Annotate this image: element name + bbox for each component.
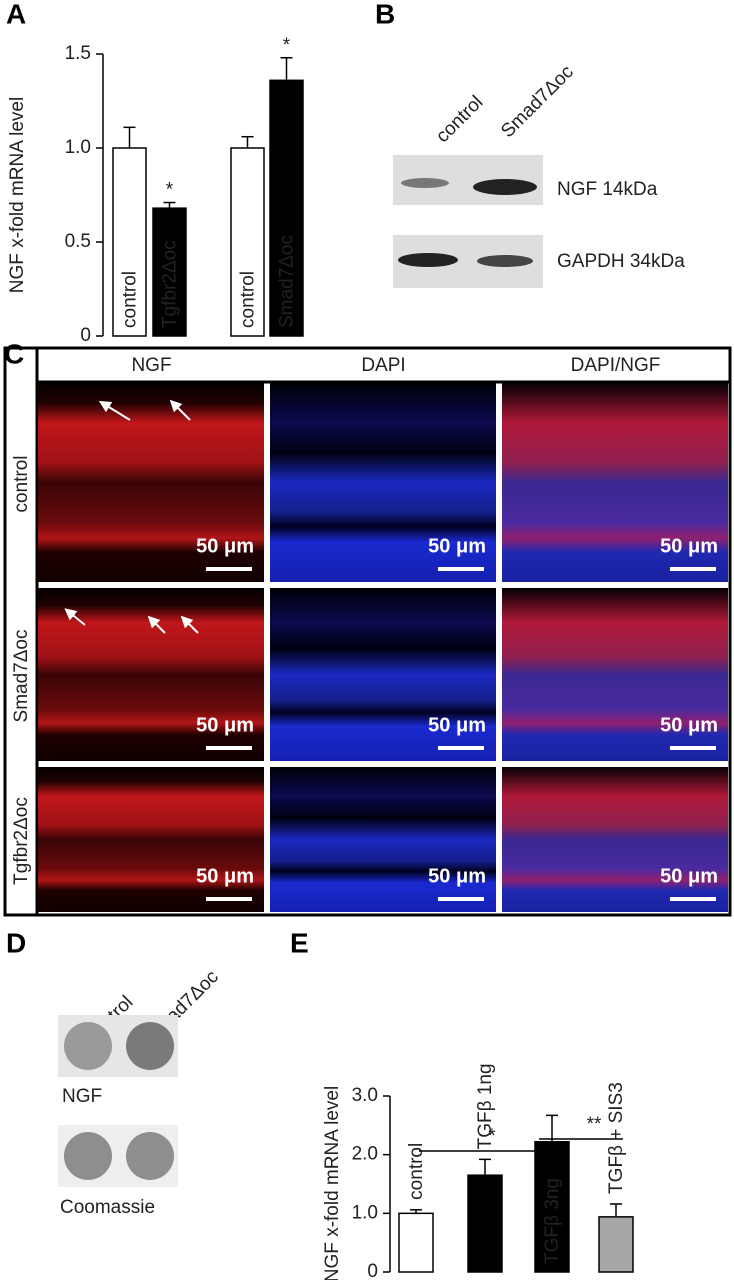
scale-bar xyxy=(206,897,252,901)
scale-bar xyxy=(206,746,252,750)
blot-column-label: control xyxy=(432,92,487,147)
blot-band xyxy=(401,178,449,188)
bar-label: Smad7Δoc xyxy=(277,235,298,328)
scale-bar-label: 50 μm xyxy=(196,535,254,557)
y-tick-label: 0 xyxy=(367,1261,378,1280)
bar xyxy=(152,207,187,337)
micrograph xyxy=(38,767,264,912)
comparison-label: ** xyxy=(587,1114,602,1135)
y-tick-label: 1.5 xyxy=(65,43,91,64)
scale-bar xyxy=(206,567,252,571)
micrograph xyxy=(38,383,264,582)
blot-band-label: NGF 14kDa xyxy=(557,179,658,200)
scale-bar xyxy=(670,746,716,750)
bar-label: Tgfbr2Δoc xyxy=(160,240,181,328)
y-tick-label: 2.0 xyxy=(352,1144,378,1165)
comparison-label: * xyxy=(488,1126,496,1147)
scale-bar-label: 50 μm xyxy=(428,714,486,736)
y-tick-label: 1.0 xyxy=(352,1202,378,1223)
arrow xyxy=(147,615,166,634)
significance: * xyxy=(283,35,291,56)
column-header: DAPI xyxy=(361,355,405,376)
panel-letter: B xyxy=(375,0,395,29)
scale-bar xyxy=(670,567,716,571)
bar xyxy=(398,1212,434,1273)
bar xyxy=(598,1216,634,1273)
scale-bar-label: 50 μm xyxy=(428,865,486,887)
scale-bar-label: 50 μm xyxy=(428,535,486,557)
panel-letter: C xyxy=(4,338,24,369)
blot-band xyxy=(398,253,458,267)
panel-letter: D xyxy=(6,927,26,958)
scale-bar-label: 50 μm xyxy=(196,714,254,736)
scale-bar-label: 50 μm xyxy=(196,865,254,887)
row-label: Tgfbr2Δoc xyxy=(11,797,32,885)
dot xyxy=(126,1132,174,1180)
y-tick-label: 1.0 xyxy=(65,137,91,158)
y-tick-label: 0.5 xyxy=(65,231,91,252)
micrograph xyxy=(502,767,728,912)
blot-column-label: Smad7Δoc xyxy=(497,61,578,142)
blot-band xyxy=(477,255,533,267)
bar-label: TGFβ 1ng xyxy=(475,1063,496,1149)
scale-bar-label: 50 μm xyxy=(660,714,718,736)
bar xyxy=(230,147,265,337)
scale-bar-label: 50 μm xyxy=(660,535,718,557)
y-axis-label: NGF x-fold mRNA level xyxy=(322,1086,343,1280)
micrograph xyxy=(270,383,496,582)
dot xyxy=(64,1132,112,1180)
bar-label: TGFβ + SIS3 xyxy=(606,1082,627,1194)
bar xyxy=(467,1174,503,1273)
row-label: control xyxy=(11,455,32,512)
panel-letter: A xyxy=(6,0,26,29)
blot-band-label: GAPDH 34kDa xyxy=(557,251,685,272)
arrow xyxy=(169,399,191,421)
bar-label: TGFβ 3ng xyxy=(542,1178,563,1264)
bar-label: control xyxy=(406,1143,427,1200)
panel-frame xyxy=(3,346,732,917)
micrograph xyxy=(270,588,496,761)
micrograph xyxy=(502,588,728,761)
micrograph xyxy=(270,767,496,912)
dot-row-label: NGF xyxy=(62,1086,102,1107)
scale-bar xyxy=(438,897,484,901)
arrow xyxy=(98,400,131,421)
bar-label: control xyxy=(238,271,259,328)
y-tick-label: 0 xyxy=(80,325,91,346)
micrograph xyxy=(502,383,728,582)
dot xyxy=(126,1022,174,1070)
blot-band xyxy=(473,179,537,195)
row-label: Smad7Δoc xyxy=(11,630,32,723)
bar xyxy=(112,147,147,337)
bar xyxy=(534,1141,570,1273)
scale-bar xyxy=(670,897,716,901)
y-axis-label: NGF x-fold mRNA level xyxy=(7,97,28,293)
column-header: DAPI/NGF xyxy=(571,355,661,376)
scale-bar xyxy=(438,567,484,571)
bar xyxy=(269,79,304,337)
dot-row-label: Coomassie xyxy=(60,1197,155,1218)
bar-label: control xyxy=(120,271,141,328)
scale-bar-label: 50 μm xyxy=(660,865,718,887)
panel-letter: E xyxy=(290,927,309,958)
significance: * xyxy=(166,180,174,201)
micrographs: NGF DAPI DAPI/NGF control 50 μm 50 μm 50 μm Sma… xyxy=(11,355,728,912)
y-tick-label: 3.0 xyxy=(352,1085,378,1106)
arrow xyxy=(180,615,199,634)
column-header: NGF xyxy=(131,355,171,376)
arrow xyxy=(64,608,86,626)
scale-bar xyxy=(438,746,484,750)
dot xyxy=(64,1022,112,1070)
